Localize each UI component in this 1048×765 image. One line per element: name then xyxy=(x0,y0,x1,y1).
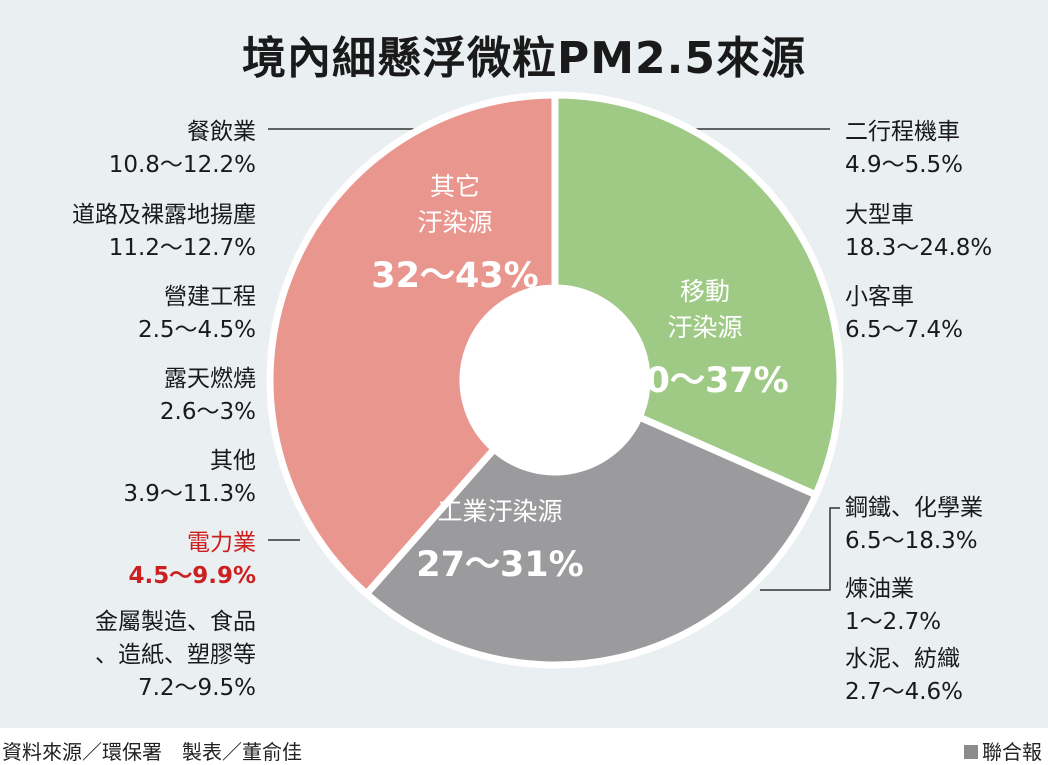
label-large-vehicle-name: 大型車 xyxy=(845,202,914,228)
label-steel-chemical-name: 鋼鐵、化學業 xyxy=(845,495,983,521)
label-construction-value: 2.5～4.5% xyxy=(137,317,256,343)
label-metal-food: 金屬製造、食品 、造紙、塑膠等 7.2～9.5% xyxy=(95,606,256,705)
label-other: 其他 3.9～11.3% xyxy=(123,445,256,511)
label-metal-food-name2: 、造紙、塑膠等 xyxy=(95,642,256,668)
slice-other xyxy=(266,91,559,599)
label-refinery-name: 煉油業 xyxy=(845,576,914,602)
label-other-name: 其他 xyxy=(210,448,256,474)
chart-title: 境內細懸浮微粒PM2.5來源 xyxy=(242,33,806,84)
label-two-stroke-name: 二行程機車 xyxy=(845,119,960,145)
label-metal-food-name: 金屬製造、食品 xyxy=(95,609,256,635)
label-open-burning-value: 2.6～3% xyxy=(159,399,256,425)
label-refinery: 煉油業 1～2.7% xyxy=(845,573,941,639)
label-two-stroke: 二行程機車 4.9～5.5% xyxy=(845,116,963,182)
label-cement-textile: 水泥、紡織 2.7～4.6% xyxy=(845,643,963,709)
label-metal-food-value: 7.2～9.5% xyxy=(137,675,256,701)
label-other-value: 3.9～11.3% xyxy=(123,481,256,507)
label-catering-name: 餐飲業 xyxy=(187,119,256,145)
slice-other-range: 32～43% xyxy=(371,256,538,296)
label-cement-textile-value: 2.7～4.6% xyxy=(845,679,964,705)
label-large-vehicle: 大型車 18.3～24.8% xyxy=(845,199,992,265)
label-catering: 餐飲業 10.8～12.2% xyxy=(109,116,256,182)
label-construction: 營建工程 2.5～4.5% xyxy=(138,281,256,347)
label-power: 電力業 4.5～9.9% xyxy=(128,527,256,593)
label-steel-chemical: 鋼鐵、化學業 6.5～18.3% xyxy=(845,492,983,558)
donut-hole xyxy=(463,288,647,472)
label-two-stroke-value: 4.9～5.5% xyxy=(845,152,964,178)
brand-name: 聯合報 xyxy=(982,740,1042,764)
label-refinery-value: 1～2.7% xyxy=(845,609,942,635)
square-icon xyxy=(964,745,978,759)
label-construction-name: 營建工程 xyxy=(164,284,256,310)
slice-industrial-range: 27～31% xyxy=(416,545,583,585)
label-cement-textile-name: 水泥、紡織 xyxy=(845,646,960,672)
source-credit: 資料來源／環保署 製表／董俞佳 xyxy=(2,740,302,764)
leader-line xyxy=(760,507,840,591)
label-open-burning-name: 露天燃燒 xyxy=(164,366,256,392)
slice-mobile-range: 30～37% xyxy=(621,361,788,401)
label-passenger-car: 小客車 6.5～7.4% xyxy=(845,281,963,347)
label-catering-value: 10.8～12.2% xyxy=(108,152,256,178)
label-power-value: 4.5～9.9% xyxy=(128,563,256,589)
label-passenger-car-name: 小客車 xyxy=(845,284,914,310)
label-large-vehicle-value: 18.3～24.8% xyxy=(845,235,993,261)
slice-industrial-label: 工業汙染源 xyxy=(437,497,562,526)
label-road-dust-value: 11.2～12.7% xyxy=(108,235,256,261)
slice-mobile-label: 汙染源 xyxy=(667,313,742,342)
slice-mobile-label: 移動 xyxy=(680,277,730,306)
label-open-burning: 露天燃燒 2.6～3% xyxy=(160,363,256,429)
slice-other-label: 其它 xyxy=(430,172,480,201)
brand-credit: 聯合報 xyxy=(964,736,1042,765)
label-power-name: 電力業 xyxy=(187,530,256,556)
label-road-dust: 道路及裸露地揚塵 11.2～12.7% xyxy=(72,199,256,265)
label-steel-chemical-value: 6.5～18.3% xyxy=(845,528,978,554)
slice-other-label: 汙染源 xyxy=(417,208,492,237)
label-passenger-car-value: 6.5～7.4% xyxy=(845,317,964,343)
label-road-dust-name: 道路及裸露地揚塵 xyxy=(72,202,256,228)
